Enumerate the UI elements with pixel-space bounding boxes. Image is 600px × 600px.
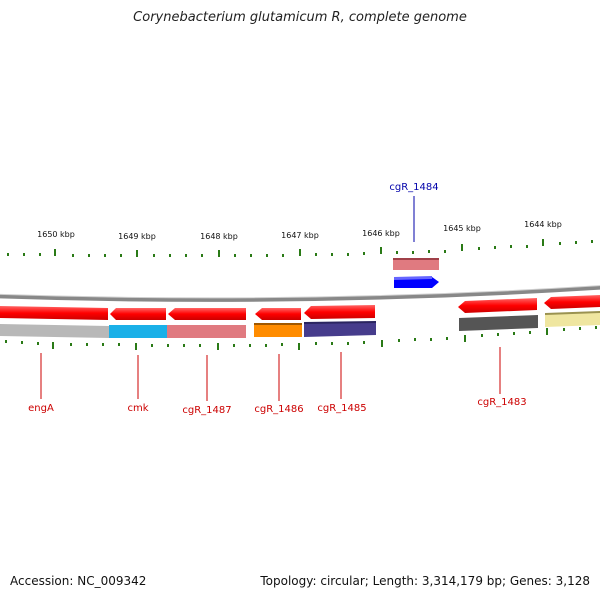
cog-category-bars (0, 311, 600, 338)
kbp-label-1647: 1647 kbp (281, 231, 319, 240)
kbp-labels: 1650 kbp 1649 kbp 1648 kbp 1647 kbp 1646… (37, 220, 562, 241)
kbp-label-1649: 1649 kbp (118, 232, 156, 241)
upper-tick-ruler (7, 239, 593, 257)
gene-label-cgR_1486: cgR_1486 (254, 404, 303, 415)
gene-label-engA: engA (28, 403, 54, 414)
gene-label-cgR_1487: cgR_1487 (182, 405, 231, 416)
map-title: Corynebacterium glutamicum R, complete g… (133, 10, 467, 25)
gene-label-cmk: cmk (127, 403, 148, 414)
gene-arrows (0, 295, 600, 320)
kbp-label-1645: 1645 kbp (443, 224, 481, 233)
gene-labels: engA cmk cgR_1487 cgR_1486 cgR_1485 cgR_… (28, 182, 526, 416)
lower-tick-ruler (5, 326, 597, 350)
gene-label-cgR_1484: cgR_1484 (389, 182, 438, 193)
gene-cgR_1484-track[interactable] (393, 258, 439, 288)
kbp-label-1644: 1644 kbp (524, 220, 562, 229)
kbp-label-1650: 1650 kbp (37, 230, 75, 239)
accession-text: Accession: NC_009342 (10, 574, 147, 588)
gene-label-cgR_1485: cgR_1485 (317, 403, 366, 414)
kbp-label-1648: 1648 kbp (200, 232, 238, 241)
gene-label-cgR_1483: cgR_1483 (477, 397, 526, 408)
topology-text: Topology: circular; Length: 3,314,179 bp… (260, 574, 590, 588)
kbp-label-1646: 1646 kbp (362, 229, 400, 238)
genome-backbone (0, 285, 600, 302)
gene-leader-lines (40, 196, 501, 401)
